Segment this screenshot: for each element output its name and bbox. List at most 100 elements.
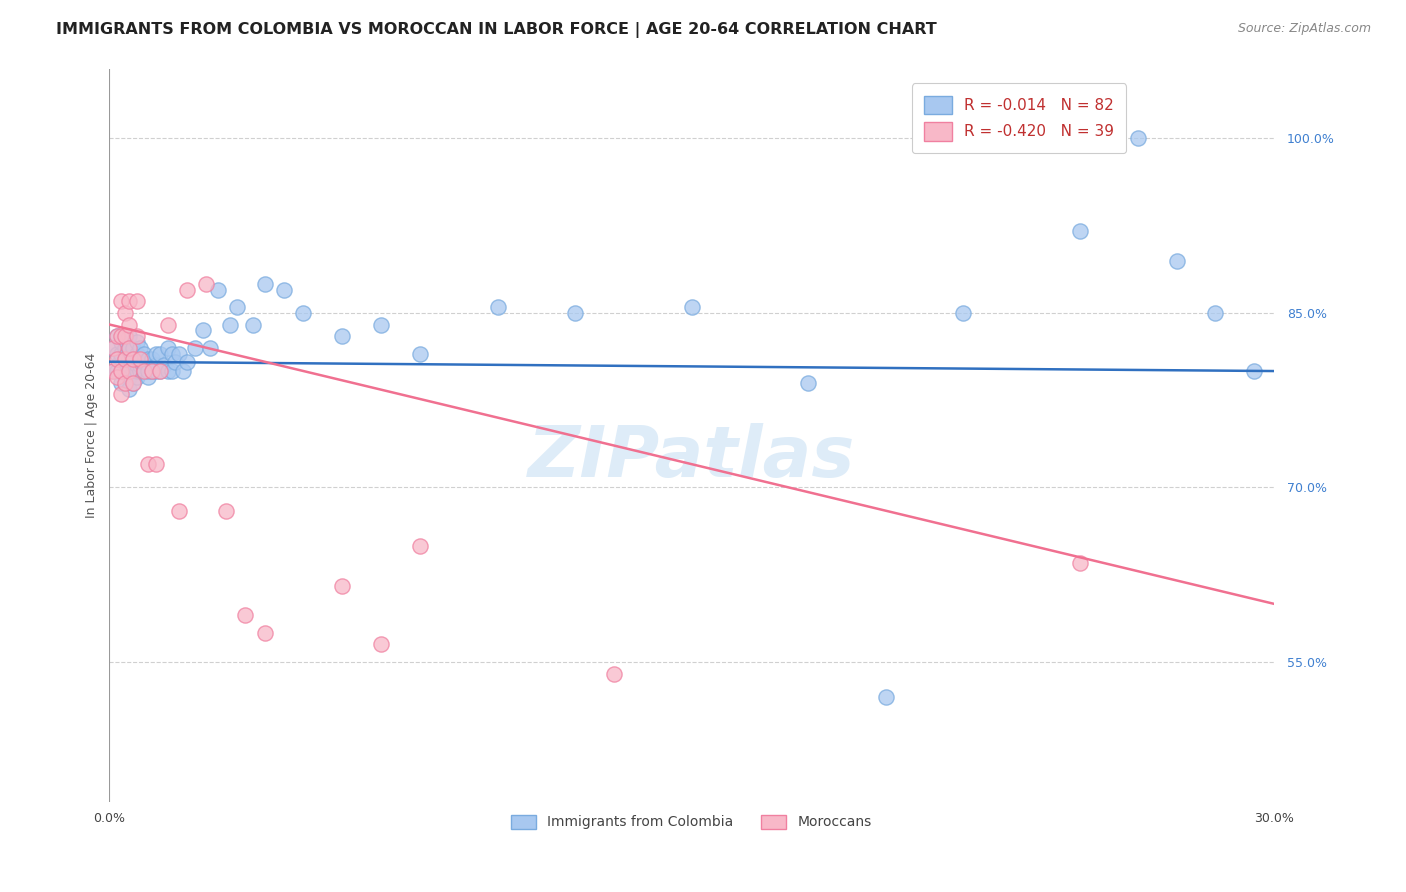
- Point: [226, 300, 249, 314]
- Point: [125, 369, 148, 384]
- Point: [110, 364, 132, 378]
- Point: [103, 364, 125, 378]
- Point: [129, 352, 152, 367]
- Point: [145, 364, 167, 378]
- Point: [160, 346, 183, 360]
- Point: [200, 341, 222, 355]
- Point: [105, 364, 128, 378]
- Point: [136, 457, 159, 471]
- Point: [330, 329, 353, 343]
- Point: [105, 329, 128, 343]
- Point: [330, 579, 353, 593]
- Point: [125, 294, 148, 309]
- Point: [118, 382, 141, 396]
- Point: [242, 318, 264, 332]
- Point: [409, 346, 432, 360]
- Point: [114, 376, 136, 390]
- Point: [114, 306, 136, 320]
- Point: [125, 364, 148, 378]
- Point: [370, 318, 392, 332]
- Point: [165, 355, 187, 369]
- Point: [233, 608, 256, 623]
- Point: [118, 341, 141, 355]
- Point: [134, 364, 156, 378]
- Point: [681, 300, 703, 314]
- Point: [129, 358, 152, 372]
- Point: [110, 329, 132, 343]
- Point: [105, 329, 128, 343]
- Point: [952, 306, 974, 320]
- Point: [129, 364, 152, 378]
- Point: [110, 376, 132, 390]
- Point: [105, 346, 128, 360]
- Point: [141, 352, 163, 367]
- Point: [114, 352, 136, 367]
- Point: [125, 329, 148, 343]
- Point: [103, 364, 125, 378]
- Point: [1204, 306, 1226, 320]
- Point: [125, 334, 148, 349]
- Point: [114, 352, 136, 367]
- Point: [273, 283, 295, 297]
- Point: [172, 364, 194, 378]
- Point: [114, 329, 136, 343]
- Legend: Immigrants from Colombia, Moroccans: Immigrants from Colombia, Moroccans: [506, 809, 877, 835]
- Point: [1069, 556, 1091, 570]
- Point: [103, 341, 125, 355]
- Point: [121, 341, 143, 355]
- Point: [121, 352, 143, 367]
- Point: [176, 355, 198, 369]
- Point: [797, 376, 820, 390]
- Point: [121, 358, 143, 372]
- Point: [114, 376, 136, 390]
- Point: [149, 364, 172, 378]
- Point: [134, 355, 156, 369]
- Point: [136, 352, 159, 367]
- Text: IMMIGRANTS FROM COLOMBIA VS MOROCCAN IN LABOR FORCE | AGE 20-64 CORRELATION CHAR: IMMIGRANTS FROM COLOMBIA VS MOROCCAN IN …: [56, 22, 936, 38]
- Point: [176, 283, 198, 297]
- Point: [105, 369, 128, 384]
- Point: [110, 294, 132, 309]
- Point: [191, 323, 214, 337]
- Point: [486, 300, 509, 314]
- Point: [145, 457, 167, 471]
- Point: [114, 329, 136, 343]
- Point: [156, 364, 179, 378]
- Point: [118, 369, 141, 384]
- Point: [292, 306, 315, 320]
- Point: [121, 364, 143, 378]
- Y-axis label: In Labor Force | Age 20-64: In Labor Force | Age 20-64: [86, 352, 98, 517]
- Point: [253, 625, 276, 640]
- Point: [218, 318, 240, 332]
- Point: [169, 504, 191, 518]
- Point: [370, 638, 392, 652]
- Point: [121, 376, 143, 390]
- Point: [129, 341, 152, 355]
- Point: [125, 358, 148, 372]
- Point: [152, 358, 174, 372]
- Point: [207, 283, 229, 297]
- Point: [118, 329, 141, 343]
- Point: [1243, 364, 1265, 378]
- Point: [603, 666, 626, 681]
- Point: [105, 352, 128, 367]
- Point: [156, 318, 179, 332]
- Point: [1166, 253, 1188, 268]
- Point: [136, 369, 159, 384]
- Point: [156, 341, 179, 355]
- Point: [114, 364, 136, 378]
- Point: [136, 364, 159, 378]
- Point: [134, 346, 156, 360]
- Point: [253, 277, 276, 291]
- Point: [160, 364, 183, 378]
- Point: [409, 539, 432, 553]
- Point: [118, 341, 141, 355]
- Point: [118, 358, 141, 372]
- Point: [141, 364, 163, 378]
- Point: [1069, 224, 1091, 238]
- Point: [118, 352, 141, 367]
- Point: [169, 346, 191, 360]
- Point: [114, 341, 136, 355]
- Text: ZIPatlas: ZIPatlas: [527, 423, 855, 491]
- Text: Source: ZipAtlas.com: Source: ZipAtlas.com: [1237, 22, 1371, 36]
